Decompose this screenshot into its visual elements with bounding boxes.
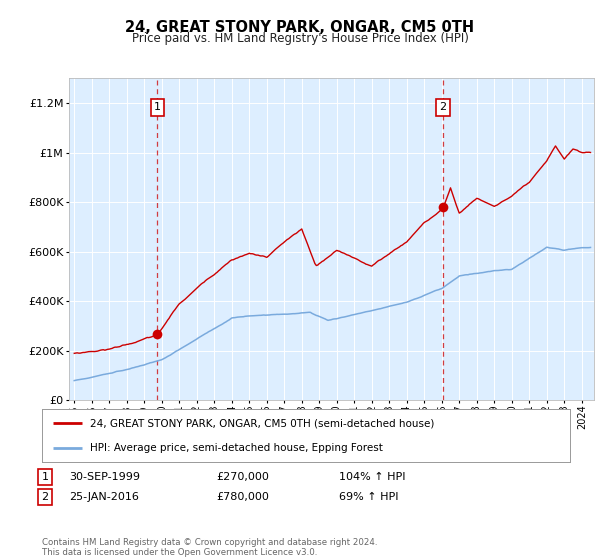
- Text: 1: 1: [41, 472, 49, 482]
- Text: 30-SEP-1999: 30-SEP-1999: [69, 472, 140, 482]
- Text: Price paid vs. HM Land Registry's House Price Index (HPI): Price paid vs. HM Land Registry's House …: [131, 32, 469, 45]
- Text: 2: 2: [41, 492, 49, 502]
- Text: 104% ↑ HPI: 104% ↑ HPI: [339, 472, 406, 482]
- Text: 24, GREAT STONY PARK, ONGAR, CM5 0TH: 24, GREAT STONY PARK, ONGAR, CM5 0TH: [125, 20, 475, 35]
- Text: 2: 2: [439, 102, 446, 113]
- Text: 24, GREAT STONY PARK, ONGAR, CM5 0TH (semi-detached house): 24, GREAT STONY PARK, ONGAR, CM5 0TH (se…: [89, 418, 434, 428]
- Text: Contains HM Land Registry data © Crown copyright and database right 2024.
This d: Contains HM Land Registry data © Crown c…: [42, 538, 377, 557]
- Text: 1: 1: [154, 102, 161, 113]
- Text: 25-JAN-2016: 25-JAN-2016: [69, 492, 139, 502]
- Text: £270,000: £270,000: [216, 472, 269, 482]
- Text: 69% ↑ HPI: 69% ↑ HPI: [339, 492, 398, 502]
- Text: £780,000: £780,000: [216, 492, 269, 502]
- Text: HPI: Average price, semi-detached house, Epping Forest: HPI: Average price, semi-detached house,…: [89, 442, 382, 452]
